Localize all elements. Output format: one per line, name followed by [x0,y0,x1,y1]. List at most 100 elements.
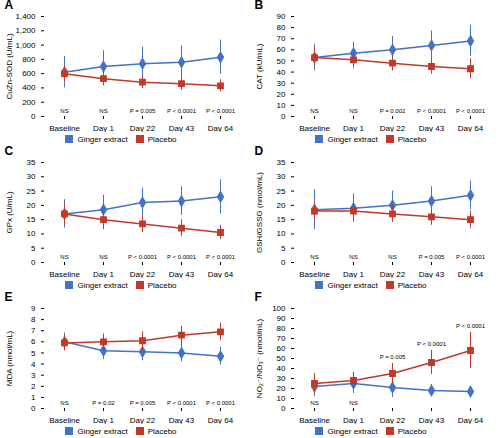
svg-text:D: D [255,146,264,158]
svg-text:50: 50 [277,354,286,363]
svg-text:9: 9 [31,304,36,313]
svg-text:20: 20 [277,384,286,393]
svg-text:80: 80 [277,324,286,333]
svg-text:Baseline: Baseline [299,270,330,278]
svg-text:0: 0 [31,258,36,267]
svg-text:10: 10 [277,229,286,238]
svg-text:P = 0.005: P = 0.005 [380,354,406,360]
svg-text:80: 80 [277,23,286,32]
svg-text:0: 0 [31,404,36,413]
svg-text:Day 22: Day 22 [380,124,406,132]
svg-text:NS: NS [60,254,68,260]
svg-text:P < 0.0001: P < 0.0001 [456,108,486,114]
svg-text:P < 0.0001: P < 0.0001 [417,341,447,347]
svg-text:400: 400 [22,83,36,92]
svg-text:3: 3 [31,371,36,380]
svg-text:Day 1: Day 1 [93,270,114,278]
svg-text:P < 0.0001: P < 0.0001 [417,108,447,114]
svg-text:NS: NS [60,108,68,114]
svg-text:Day 1: Day 1 [343,270,364,278]
svg-text:1,200: 1,200 [15,26,36,35]
svg-text:20: 20 [277,90,286,99]
svg-text:Day 43: Day 43 [419,416,445,424]
svg-text:0: 0 [281,404,286,413]
svg-text:10: 10 [27,229,36,238]
svg-text:P = 0.005: P = 0.005 [130,108,156,114]
svg-text:20: 20 [277,201,286,210]
svg-text:P < 0.0001: P < 0.0001 [206,400,236,406]
svg-text:15: 15 [277,215,286,224]
svg-text:600: 600 [22,69,36,78]
svg-text:8: 8 [31,315,36,324]
svg-text:Baseline: Baseline [49,416,80,424]
svg-text:Day 64: Day 64 [458,270,484,278]
svg-text:CuZn-SOD (U/mL): CuZn-SOD (U/mL) [5,33,14,100]
svg-text:NO₂⁻/NO₃⁻ (nmol/mL): NO₂⁻/NO₃⁻ (nmol/mL) [255,319,264,399]
svg-text:Day 1: Day 1 [93,124,114,132]
svg-text:Day 43: Day 43 [419,270,445,278]
svg-text:Day 1: Day 1 [343,124,364,132]
svg-text:NS: NS [99,254,107,260]
svg-text:P < 0.0001: P < 0.0001 [167,254,197,260]
svg-text:0: 0 [281,112,286,121]
svg-text:5: 5 [31,349,36,358]
svg-text:10: 10 [277,394,286,403]
svg-text:1: 1 [31,393,36,402]
svg-text:10: 10 [277,101,286,110]
svg-text:P = 0.005: P = 0.005 [419,254,445,260]
svg-text:Baseline: Baseline [49,124,80,132]
svg-text:GPx (U/mL): GPx (U/mL) [5,191,14,234]
svg-text:Day 22: Day 22 [130,416,156,424]
svg-text:Day 22: Day 22 [130,124,156,132]
svg-text:NS: NS [310,400,318,406]
svg-text:NS: NS [310,108,318,114]
svg-text:Baseline: Baseline [299,124,330,132]
svg-text:P = 0.002: P = 0.002 [380,108,406,114]
svg-text:NS: NS [349,108,357,114]
svg-text:25: 25 [277,187,286,196]
svg-text:P < 0.0001: P < 0.0001 [167,108,197,114]
svg-text:15: 15 [27,215,36,224]
svg-text:NS: NS [388,254,396,260]
svg-text:Day 43: Day 43 [169,270,195,278]
svg-text:Day 64: Day 64 [458,124,484,132]
svg-text:60: 60 [277,45,286,54]
svg-text:C: C [5,146,14,158]
svg-text:Day 1: Day 1 [343,416,364,424]
svg-text:CAT (kU/mL): CAT (kU/mL) [255,43,264,89]
svg-text:30: 30 [27,172,36,181]
svg-text:30: 30 [277,374,286,383]
svg-text:NS: NS [60,400,68,406]
svg-text:NS: NS [349,254,357,260]
svg-text:200: 200 [22,98,36,107]
svg-text:30: 30 [277,172,286,181]
svg-text:70: 70 [277,34,286,43]
svg-text:40: 40 [277,364,286,373]
svg-text:P < 0.0001: P < 0.0001 [206,254,236,260]
svg-text:Day 43: Day 43 [169,124,195,132]
svg-text:P = 0.005: P = 0.005 [130,400,156,406]
svg-text:Day 43: Day 43 [419,124,445,132]
svg-text:7: 7 [31,326,36,335]
svg-text:70: 70 [277,334,286,343]
svg-text:Day 64: Day 64 [208,124,234,132]
svg-text:5: 5 [31,244,36,253]
svg-text:Day 64: Day 64 [458,416,484,424]
svg-text:P < 0.0001: P < 0.0001 [167,400,197,406]
svg-text:E: E [5,292,13,304]
svg-text:Day 43: Day 43 [169,416,195,424]
svg-text:MDA (nmol/mL): MDA (nmol/mL) [5,330,14,386]
svg-text:Day 22: Day 22 [130,270,156,278]
svg-text:Day 64: Day 64 [208,270,234,278]
svg-text:NS: NS [349,400,357,406]
svg-text:1,000: 1,000 [15,41,36,50]
svg-text:50: 50 [277,57,286,66]
svg-text:B: B [255,0,264,12]
svg-text:40: 40 [277,68,286,77]
svg-text:5: 5 [281,244,286,253]
svg-text:30: 30 [277,79,286,88]
svg-text:100: 100 [272,304,286,313]
svg-text:90: 90 [277,12,286,21]
svg-text:P < 0.0001: P < 0.0001 [456,323,486,329]
svg-text:25: 25 [27,187,36,196]
